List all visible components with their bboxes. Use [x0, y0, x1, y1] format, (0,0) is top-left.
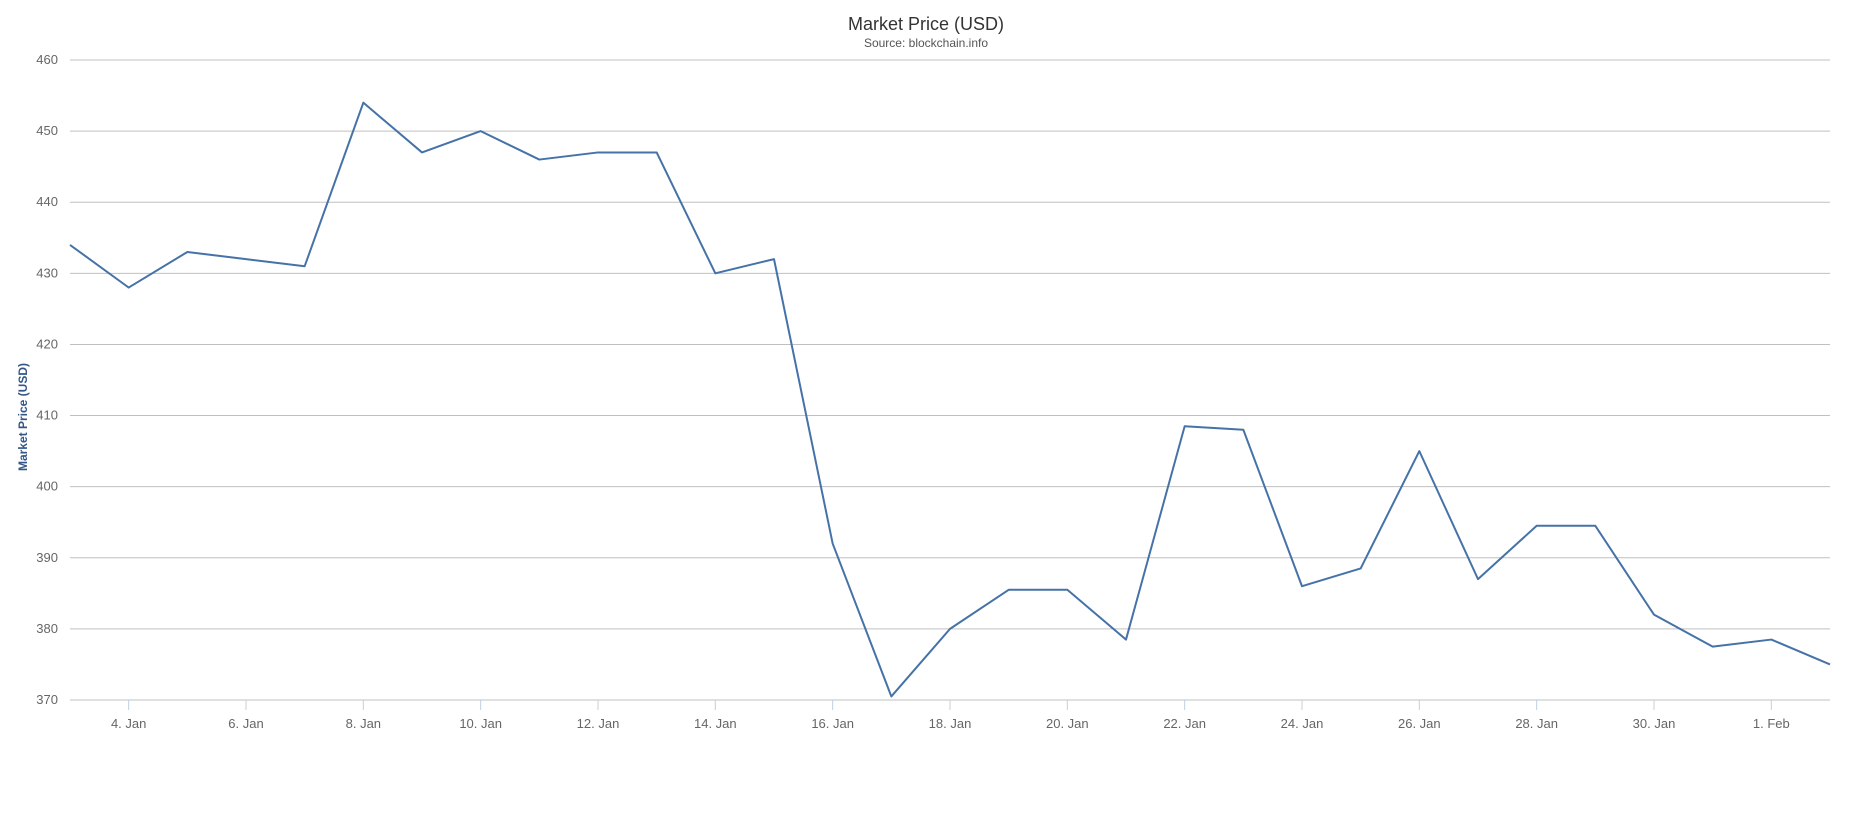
chart-svg: 370 380 390 400 410 420 430 440 450 460 4. Jan 6. J… [0, 0, 1852, 814]
y-tick-label: 430 [36, 265, 58, 280]
x-tick-label: 1. Feb [1753, 716, 1790, 731]
x-tick-label: 10. Jan [459, 716, 502, 731]
y-tick-label: 410 [36, 408, 58, 423]
x-tick-label: 30. Jan [1633, 716, 1676, 731]
y-tick-label: 370 [36, 692, 58, 707]
x-tick-label: 26. Jan [1398, 716, 1441, 731]
x-tick-label: 18. Jan [929, 716, 972, 731]
y-tick-label: 390 [36, 550, 58, 565]
x-tick-label: 12. Jan [577, 716, 620, 731]
y-tick-label: 420 [36, 336, 58, 351]
y-tick-label: 400 [36, 479, 58, 494]
x-tick-label: 24. Jan [1281, 716, 1324, 731]
x-tick-label: 14. Jan [694, 716, 737, 731]
chart-container: Market Price (USD) Source: blockchain.in… [0, 0, 1852, 814]
x-tick-label: 4. Jan [111, 716, 146, 731]
x-tick-label: 8. Jan [346, 716, 381, 731]
price-line [70, 103, 1830, 697]
y-tick-label: 450 [36, 123, 58, 138]
y-tick-label: 460 [36, 52, 58, 67]
x-tick-label: 28. Jan [1515, 716, 1558, 731]
y-tick-label: 380 [36, 621, 58, 636]
x-tick-label: 22. Jan [1163, 716, 1206, 731]
x-tick-label: 16. Jan [811, 716, 854, 731]
y-tick-label: 440 [36, 194, 58, 209]
x-tick-label: 6. Jan [228, 716, 263, 731]
x-tick-label: 20. Jan [1046, 716, 1089, 731]
